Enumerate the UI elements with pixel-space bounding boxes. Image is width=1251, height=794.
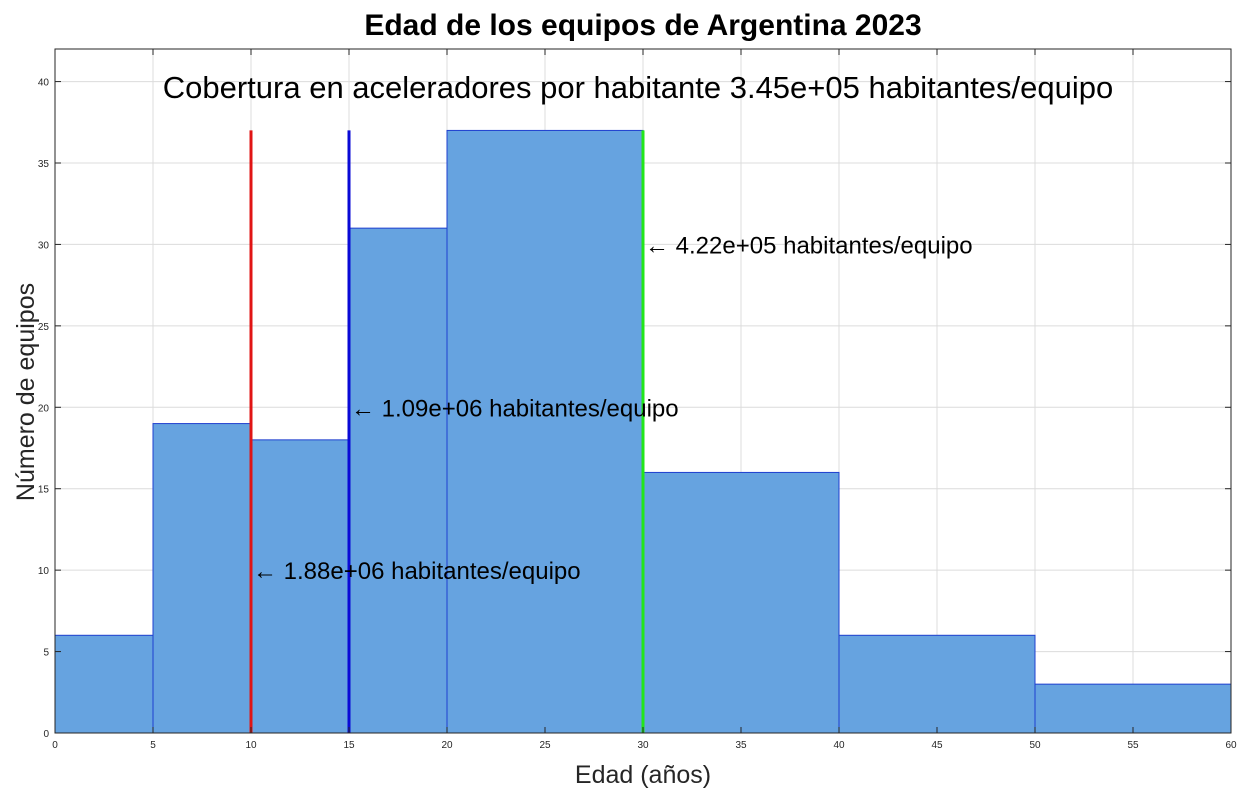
x-tick-label: 40 (833, 740, 845, 751)
bar (348, 227, 448, 734)
y-tick-label: 5 (43, 648, 49, 659)
y-axis-label: Número de equipos (12, 283, 40, 501)
bar (446, 129, 644, 734)
chart-subtitle: Cobertura en aceleradores por habitante … (163, 70, 1114, 105)
x-tick-label: 55 (1127, 740, 1139, 751)
marker-annotation: ← 1.09e+06 habitantes/equipo (351, 395, 679, 422)
x-axis-label: Edad (años) (575, 761, 711, 789)
y-tick-label: 15 (38, 485, 50, 496)
y-tick-label: 35 (38, 159, 50, 170)
marker-annotation: ← 4.22e+05 habitantes/equipo (645, 232, 973, 259)
x-tick-label: 25 (539, 740, 551, 751)
y-tick-label: 0 (43, 729, 49, 740)
bar (250, 439, 350, 734)
x-tick-label: 35 (735, 740, 747, 751)
x-tick-label: 0 (52, 740, 58, 751)
y-tick-label: 40 (38, 78, 50, 89)
marker-lines (249, 130, 645, 733)
chart-title: Edad de los equipos de Argentina 2023 (364, 9, 921, 42)
x-tick-label: 50 (1029, 740, 1041, 751)
x-tick-labels: 0 5 10 15 20 25 30 35 40 45 50 55 60 (52, 49, 1237, 751)
x-tick-label: 15 (343, 740, 355, 751)
y-tick-labels: 0 5 10 15 20 25 30 35 40 (38, 78, 1231, 740)
bar (1034, 683, 1232, 734)
x-tick-label: 30 (637, 740, 649, 751)
x-tick-label: 60 (1225, 740, 1237, 751)
bar (152, 423, 252, 734)
marker-annotation: ← 1.88e+06 habitantes/equipo (253, 558, 581, 585)
x-tick-label: 10 (245, 740, 257, 751)
histogram-bars (54, 129, 1232, 734)
y-tick-label: 30 (38, 240, 50, 251)
x-tick-label: 5 (150, 740, 156, 751)
y-tick-label: 10 (38, 566, 50, 577)
x-tick-label: 45 (931, 740, 943, 751)
y-tick-label: 20 (38, 403, 50, 414)
bar (838, 634, 1036, 734)
bar (642, 471, 840, 734)
x-tick-label: 20 (441, 740, 453, 751)
marker-annotations: ← 1.88e+06 habitantes/equipo ← 1.09e+06 h… (253, 232, 973, 585)
bar (54, 634, 154, 734)
y-tick-label: 25 (38, 322, 50, 333)
